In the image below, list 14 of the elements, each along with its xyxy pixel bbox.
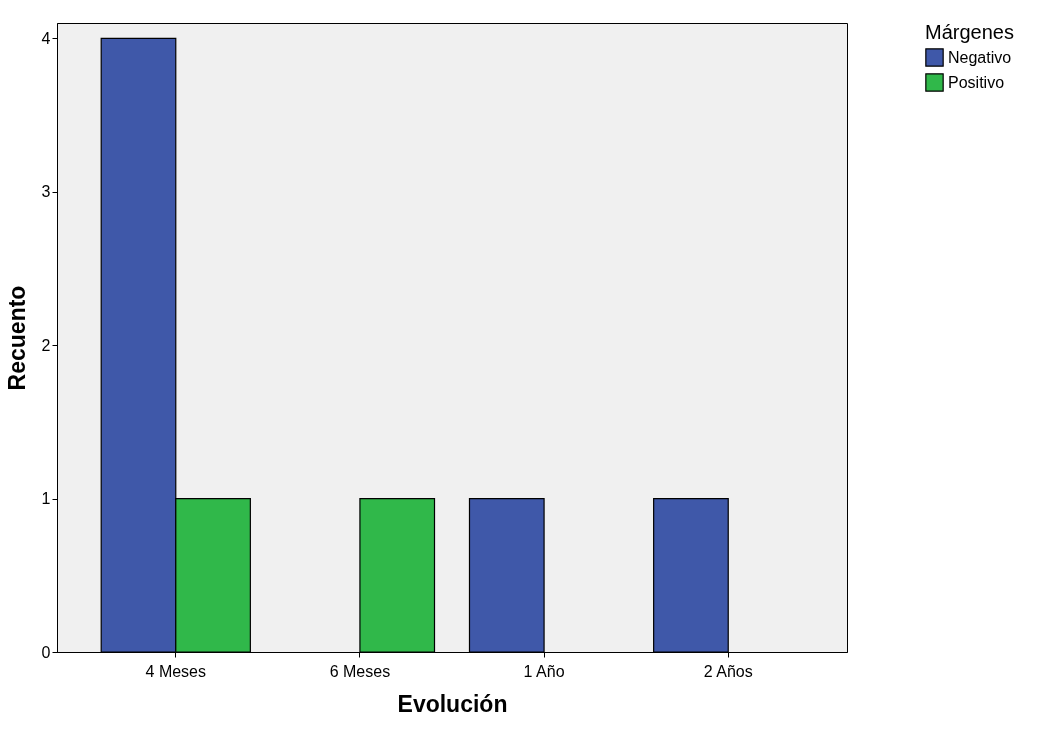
legend-title: Márgenes xyxy=(925,21,1014,43)
legend-label: Positivo xyxy=(948,73,1005,91)
legend-label: Negativo xyxy=(948,48,1012,66)
y-tick-label: 1 xyxy=(41,490,51,508)
y-tick-label: 3 xyxy=(41,183,51,201)
x-tick-label: 1 Año xyxy=(523,662,565,680)
x-tick-label: 6 Meses xyxy=(329,662,391,680)
x-tick-label: 2 Años xyxy=(703,662,753,680)
y-tick-label: 0 xyxy=(41,643,51,661)
x-tick-label: 4 Meses xyxy=(145,662,207,680)
y-tick-label: 4 xyxy=(41,29,51,47)
x-axis-title: Evolución xyxy=(397,690,508,717)
y-axis-title: Recuento xyxy=(3,285,30,391)
y-tick-label: 2 xyxy=(41,336,51,354)
